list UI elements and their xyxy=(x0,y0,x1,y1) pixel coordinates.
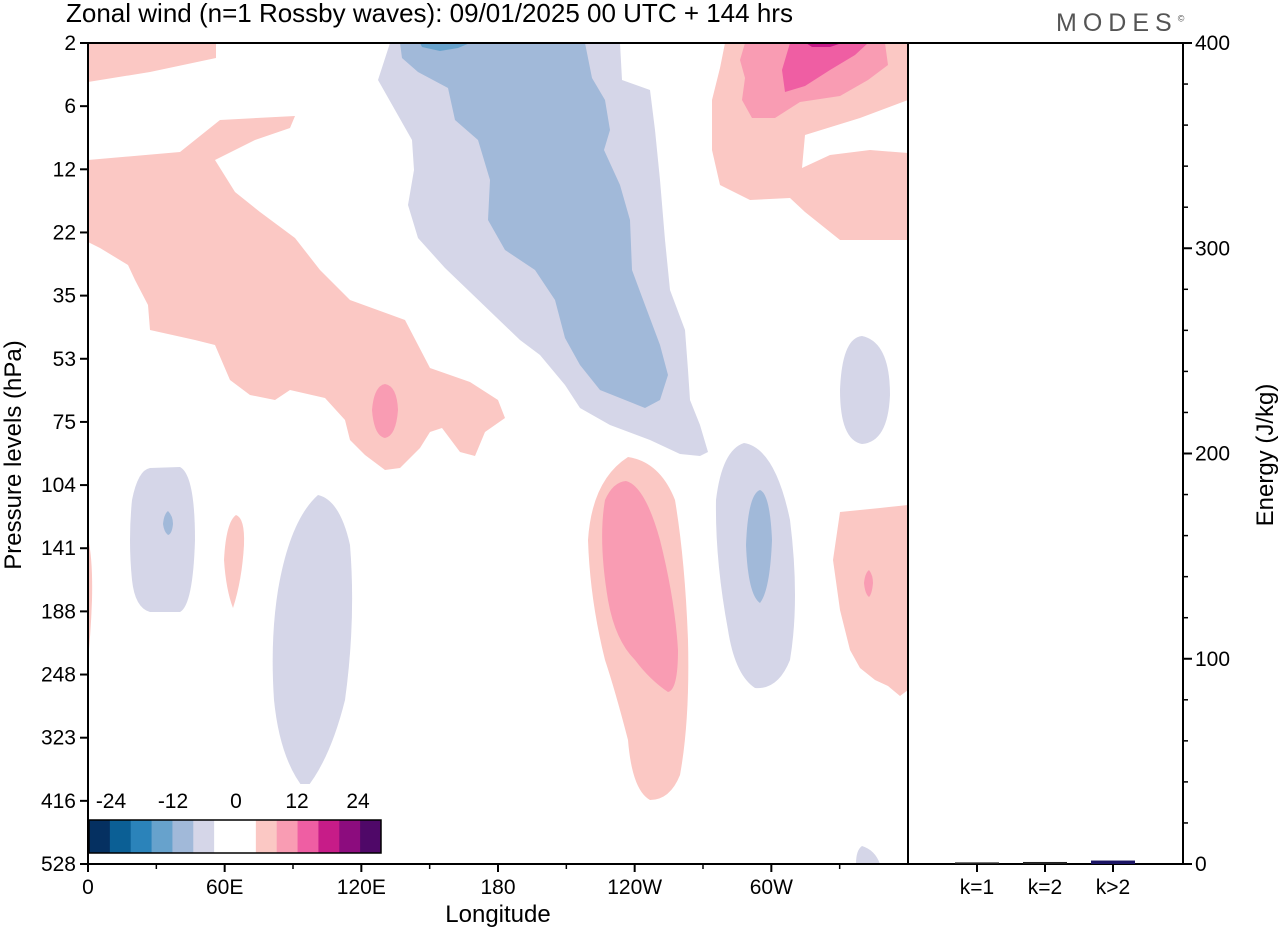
x-tick-label: 0 xyxy=(82,876,94,899)
colorbar-swatch xyxy=(109,820,132,853)
contour-positive-lower-right xyxy=(833,505,908,696)
y-tick-label: 188 xyxy=(41,600,76,623)
x-axis-title: Longitude xyxy=(445,901,550,928)
y-tick-label: 104 xyxy=(41,474,76,497)
energy-bar xyxy=(1091,860,1135,864)
brand-text: MODES xyxy=(1056,9,1178,37)
energy-bar-label: k=2 xyxy=(1028,876,1062,899)
x-tick-label: 180 xyxy=(480,876,515,899)
contour-negative-lower-right-core xyxy=(746,490,772,603)
chart-title: Zonal wind (n=1 Rossby waves): 09/01/202… xyxy=(66,0,793,28)
energy-bars: k=1 k=2 k>2 xyxy=(955,860,1135,899)
colorbar-label: 24 xyxy=(346,790,370,813)
colorbar-swatch xyxy=(130,820,153,853)
colorbar-swatch xyxy=(276,820,299,853)
contour-positive-upper-right-mid xyxy=(740,43,888,118)
x-tick-label: 120E xyxy=(337,876,386,899)
y-tick-label: 75 xyxy=(53,411,76,434)
colorbar-swatch xyxy=(151,820,173,853)
contour-negative-lower-center xyxy=(272,495,353,790)
contour-positive-upper-right-core xyxy=(782,43,868,92)
contour-negative-band-inner xyxy=(400,43,668,408)
colorbar-swatch xyxy=(172,820,194,853)
y-tick-label: 35 xyxy=(53,285,76,308)
x-axis: 0 60E 120E 180 120W 60W xyxy=(82,864,841,899)
colorbar-swatch xyxy=(297,820,319,853)
contour-positive-lower-left xyxy=(224,515,245,608)
contour-positive-lower-right-core xyxy=(864,570,873,597)
colorbar-swatch xyxy=(235,820,257,853)
brand-mark: © xyxy=(1177,13,1185,24)
energy-axis-ticks: 0 100 200 300 400 xyxy=(1183,32,1230,876)
contour-positive-upper-band xyxy=(88,43,505,470)
y-tick-label: 528 xyxy=(41,853,76,876)
energy-tick-label: 0 xyxy=(1195,853,1207,876)
brand-logo: MODES© xyxy=(1056,9,1184,38)
y-axis: 2 6 12 22 35 53 75 104 141 188 248 323 416 528 xyxy=(41,32,88,876)
energy-bar-label: k>2 xyxy=(1096,876,1130,899)
contour-positive-lower-inner xyxy=(602,481,678,692)
x-tick-label: 60W xyxy=(750,876,793,899)
contour-negative-band-core xyxy=(420,43,470,51)
contour-positive-upper-core xyxy=(372,384,398,438)
contour-positive-left-edge xyxy=(88,538,93,660)
colorbar-label: 12 xyxy=(285,790,308,813)
y-tick-label: 12 xyxy=(53,158,76,181)
colorbar-label: -24 xyxy=(96,790,127,813)
energy-bar xyxy=(955,862,999,864)
y-tick-label: 323 xyxy=(41,727,76,750)
colorbar-swatch xyxy=(89,820,111,853)
y-tick-label: 6 xyxy=(64,95,76,118)
energy-bar xyxy=(1023,861,1067,864)
colorbar-label: 0 xyxy=(230,790,242,813)
y-tick-label: 53 xyxy=(53,348,76,371)
colorbar-swatch xyxy=(214,820,236,853)
colorbar xyxy=(88,784,382,864)
energy-axis-title: Energy (J/kg) xyxy=(1252,384,1279,527)
colorbar-swatch xyxy=(360,820,382,853)
energy-tick-label: 200 xyxy=(1195,443,1230,466)
contour-negative-bottom-right xyxy=(856,846,880,864)
y-tick-label: 248 xyxy=(41,664,76,687)
contour-field xyxy=(88,43,908,864)
contour-negative-lower-left-core xyxy=(163,511,173,535)
colorbar-swatch xyxy=(339,820,361,853)
y-tick-label: 141 xyxy=(41,537,76,560)
contour-negative-right-isolated xyxy=(840,336,890,444)
energy-bar-label: k=1 xyxy=(960,876,994,899)
energy-tick-label: 300 xyxy=(1195,237,1230,260)
x-tick-label: 120W xyxy=(607,876,662,899)
energy-tick-label: 100 xyxy=(1195,648,1230,671)
energy-tick-label: 400 xyxy=(1195,32,1230,55)
colorbar-label: -12 xyxy=(158,790,188,813)
x-tick-label: 60E xyxy=(206,876,243,899)
colorbar-swatch xyxy=(255,820,278,853)
y-tick-label: 22 xyxy=(53,221,76,244)
y-axis-title: Pressure levels (hPa) xyxy=(0,340,27,569)
y-tick-label: 2 xyxy=(64,32,76,55)
y-tick-label: 416 xyxy=(41,790,76,813)
colorbar-labels: -24 -12 0 12 24 xyxy=(96,790,370,813)
colorbar-swatch xyxy=(193,820,215,853)
colorbar-swatch xyxy=(318,820,340,853)
contour-negative-lower-left xyxy=(130,467,195,612)
